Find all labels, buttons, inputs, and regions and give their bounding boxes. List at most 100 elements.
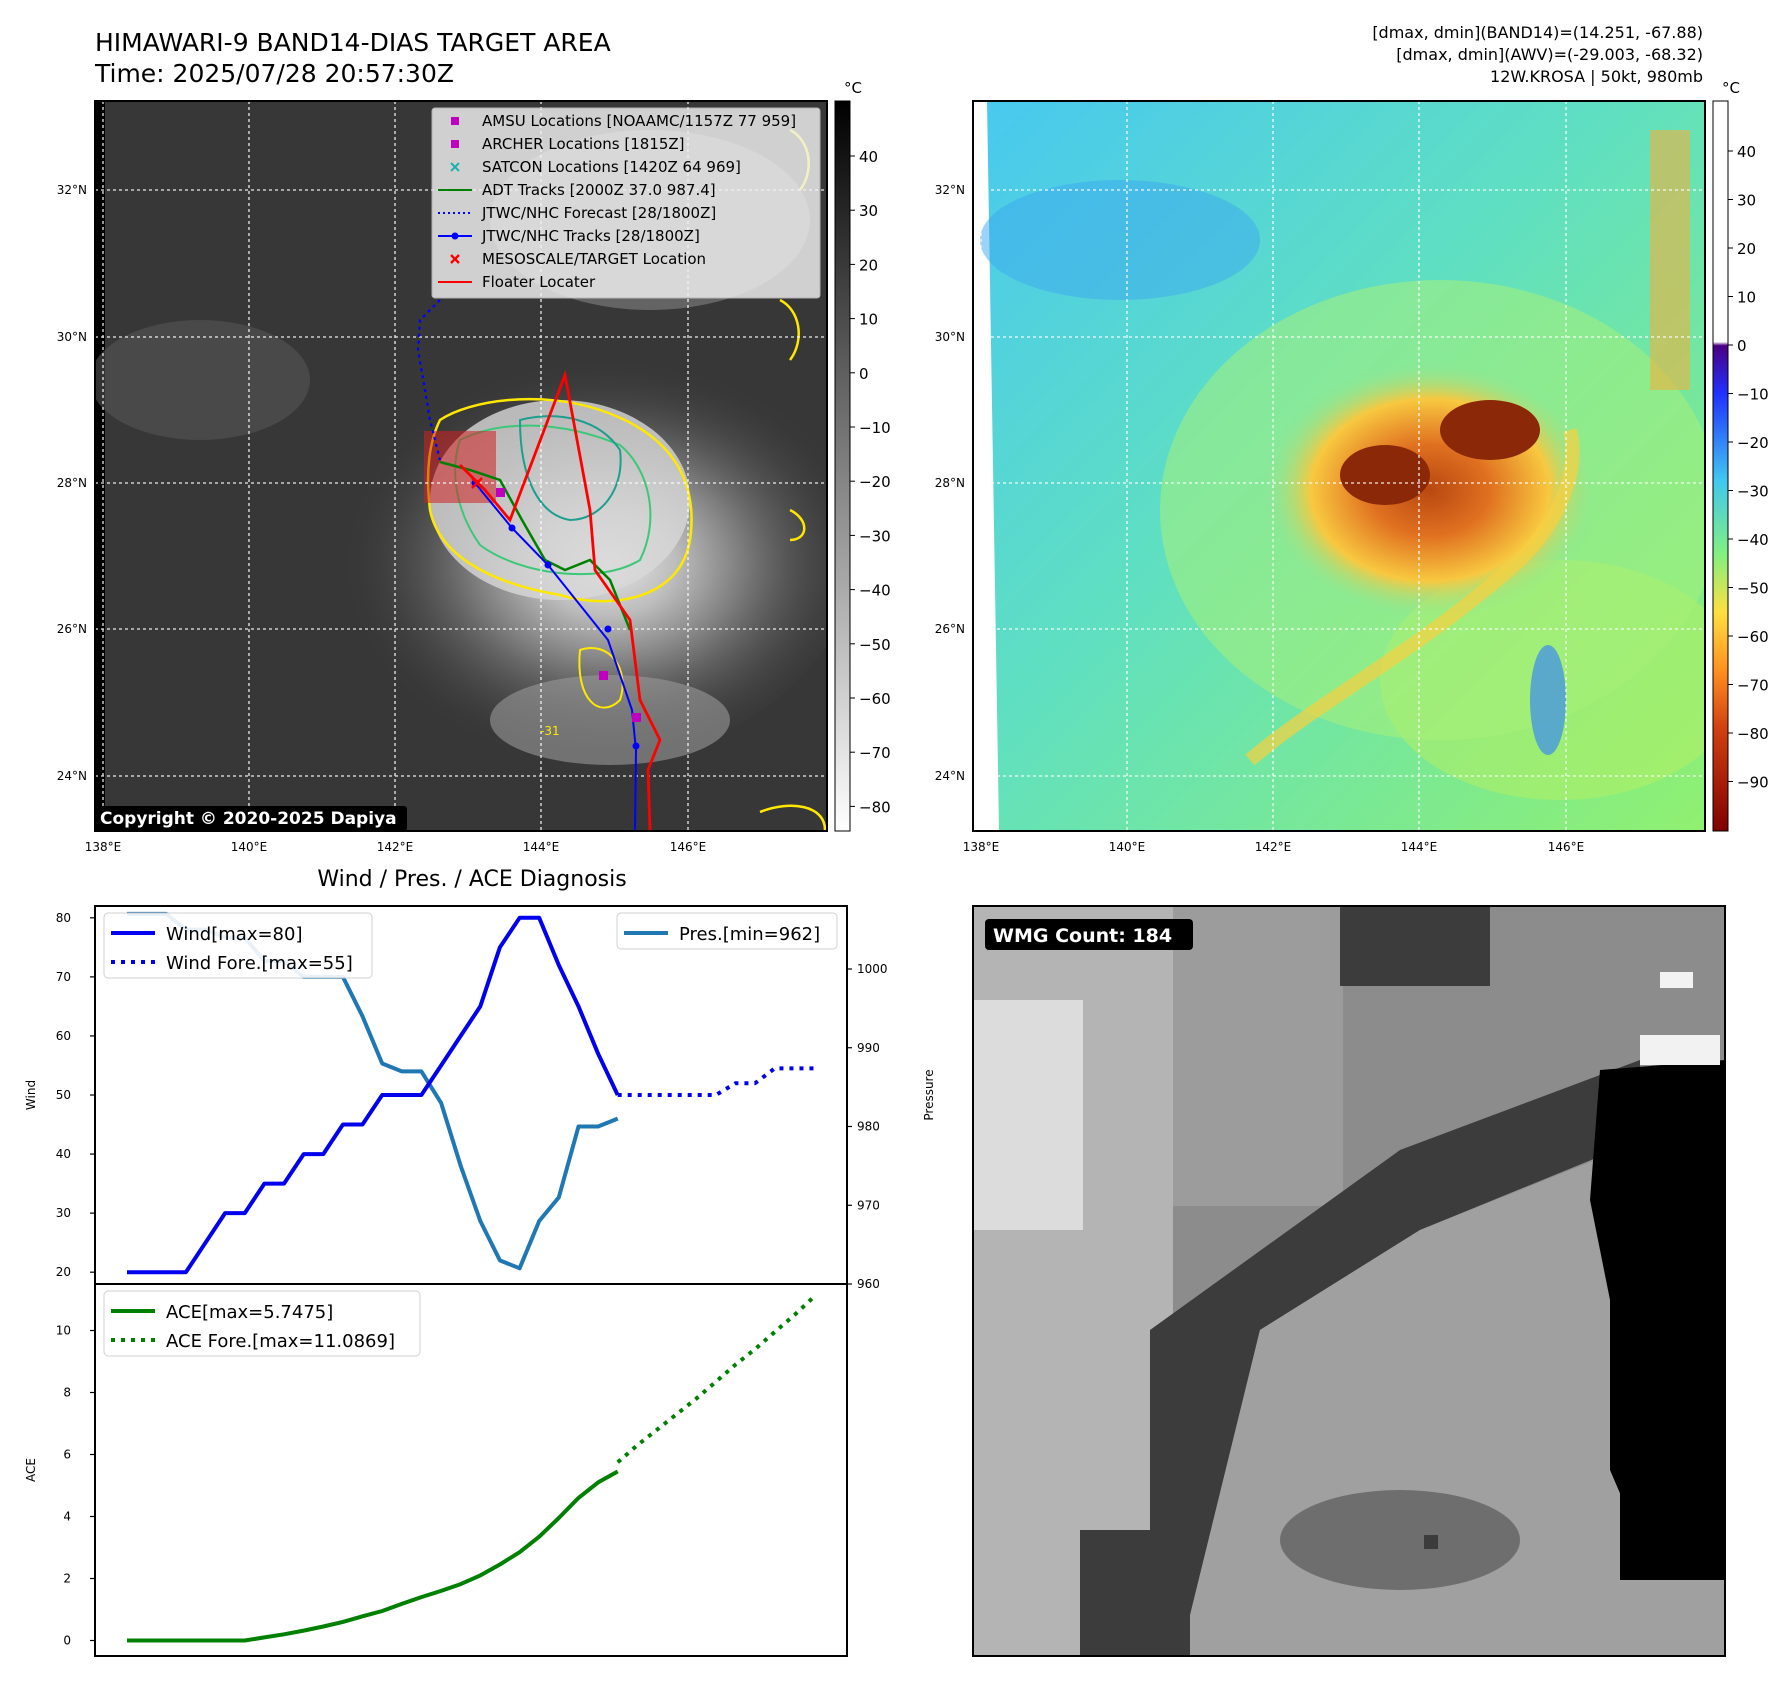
legend-forecast-label: JTWC/NHC Forecast [28/1800Z] (481, 204, 716, 222)
colorbar-tick-label: −70 (1737, 677, 1769, 695)
legend-amsu-label: AMSU Locations [NOAAMC/1157Z 77 959] (482, 112, 796, 130)
ir-lat-30: 30°N (57, 330, 87, 344)
wind-axis-label: Wind (24, 1080, 38, 1110)
awv-colorbar-unit: °C (1722, 79, 1740, 97)
awv-gridlines (973, 101, 1705, 831)
axis-tick-label: 50 (56, 1088, 71, 1102)
colorbar-tick-label: 30 (859, 202, 878, 220)
axis-tick-label: 8 (63, 1386, 71, 1400)
colorbar-tick-label: −80 (859, 798, 891, 816)
ir-lon-144: 144°E (523, 840, 560, 854)
axis-tick-label: 70 (56, 970, 71, 984)
chart-title: Wind / Pres. / ACE Diagnosis (317, 867, 626, 892)
colorbar-tick-label: −90 (1737, 774, 1769, 792)
wmg-panel: WMG Count: 184 (972, 905, 1726, 1657)
awv-lat-ticks: 32°N 30°N 28°N 26°N 24°N (935, 183, 965, 783)
awv-lon-138: 138°E (963, 840, 1000, 854)
copyright-badge: Copyright © 2020-2025 Dapiya (95, 806, 407, 831)
ace-legend: ACE[max=5.7475] ACE Fore.[max=11.0869] (103, 1290, 421, 1357)
legend-ace-forecast-label: ACE Fore.[max=11.0869] (166, 1331, 395, 1352)
ir-lon-ticks: 138°E 140°E 142°E 144°E 146°E (85, 840, 707, 854)
contour-green (454, 424, 652, 576)
axis-tick-label: 990 (857, 1041, 880, 1055)
axis-tick-label: 4 (63, 1510, 71, 1524)
ace-line (127, 1469, 619, 1643)
colorbar-tick-label: 40 (859, 148, 878, 166)
axis-tick-label: 40 (56, 1147, 71, 1161)
pressure-legend: Pres.[min=962] (616, 912, 838, 950)
ace-axes: 0 2 4 6 8 10 ACE ACE[max=5.7475] ACE Fore.[ma… (24, 1283, 848, 1657)
awv-colorbar: °C 40 30 20 10 0 −10 −20 −30 −40 −50 −60 −70 −80 −90 (1712, 79, 1769, 832)
awv-lat-28: 28°N (935, 476, 965, 490)
stats-band14: [dmax, dmin](BAND14)=(14.251, -67.88) (1372, 23, 1703, 42)
colorbar-tick-label: −10 (859, 419, 891, 437)
legend-satcon-marker (450, 162, 460, 172)
awv-lat-24: 24°N (935, 769, 965, 783)
axis-tick-label: 30 (56, 1206, 71, 1220)
axis-tick-label: 2 (63, 1572, 71, 1586)
awv-lon-144: 144°E (1401, 840, 1438, 854)
copyright-text: Copyright © 2020-2025 Dapiya (100, 809, 397, 829)
legend-wind-forecast-label: Wind Fore.[max=55] (166, 953, 353, 974)
awv-no-data-strip (973, 101, 999, 831)
wmg-badge (985, 919, 1193, 950)
wmg-black-region (1590, 1060, 1725, 1540)
wmg-count: WMG Count: 184 (993, 925, 1172, 947)
contour-teal (518, 415, 622, 522)
colorbar-tick-label: −80 (1737, 725, 1769, 743)
legend-wind-label: Wind[max=80] (166, 924, 303, 945)
awv-map-panel: 32°N 30°N 28°N 26°N 24°N 138°E 140°E 142… (935, 79, 1769, 854)
colorbar-tick-label: 0 (859, 365, 869, 383)
legend-floater-label: Floater Locater (482, 273, 596, 291)
ir-legend: AMSU Locations [NOAAMC/1157Z 77 959] ARC… (431, 107, 821, 299)
axis-tick-label: 20 (56, 1265, 71, 1279)
legend-tracks-label: JTWC/NHC Tracks [28/1800Z] (481, 227, 700, 245)
colorbar-tick-label: −60 (1737, 628, 1769, 646)
ir-lon-146: 146°E (670, 840, 707, 854)
axis-tick-label: 980 (857, 1120, 880, 1134)
ir-lat-28: 28°N (57, 476, 87, 490)
stats-storm: 12W.KROSA | 50kt, 980mb (1490, 67, 1703, 86)
figure-time: Time: 2025/07/28 20:57:30Z (94, 59, 454, 88)
colorbar-tick-label: 10 (1737, 289, 1756, 307)
axis-tick-label: 1000 (857, 962, 888, 976)
awv-lat-26: 26°N (935, 622, 965, 636)
wmg-dark-band (1150, 1060, 1640, 1656)
legend-target-label: MESOSCALE/TARGET Location (482, 250, 706, 268)
wind-pressure-axes: 20 30 40 50 60 70 80 960 970 980 990 1000 Wind Pre… (24, 905, 936, 1291)
axis-tick-label: 960 (857, 1277, 880, 1291)
colorbar-tick-label: −30 (1737, 483, 1769, 501)
forecast-track (416, 299, 442, 461)
axis-tick-label: 80 (56, 911, 71, 925)
awv-lat-32: 32°N (935, 183, 965, 197)
axis-tick-label: 10 (56, 1324, 71, 1338)
ir-lat-26: 26°N (57, 622, 87, 636)
colorbar-tick-label: −30 (859, 527, 891, 545)
awv-lat-30: 30°N (935, 330, 965, 344)
diagnosis-chart: Wind / Pres. / ACE Diagnosis 20304050607… (24, 867, 936, 1657)
colorbar-tick-label: −60 (859, 690, 891, 708)
figure-title: HIMAWARI-9 BAND14-DIAS TARGET AREA (95, 28, 611, 57)
colorbar-tick-label: 40 (1737, 143, 1756, 161)
awv-lon-ticks: 138°E 140°E 142°E 144°E 146°E (963, 840, 1585, 854)
awv-lon-146: 146°E (1548, 840, 1585, 854)
awv-storm-core (1260, 360, 1600, 620)
ir-colorbar-unit: °C (844, 79, 862, 97)
colorbar-tick-label: −20 (859, 473, 891, 491)
colorbar-tick-label: −50 (1737, 580, 1769, 598)
colorbar-tick-label: 0 (1737, 337, 1747, 355)
best-track-points (471, 479, 640, 750)
stats-awv: [dmax, dmin](AWV)=(-29.003, -68.32) (1396, 45, 1703, 64)
axis-tick-label: 6 (63, 1448, 71, 1462)
ace-forecast-line (616, 1295, 816, 1464)
legend-ace-label: ACE[max=5.7475] (166, 1302, 333, 1323)
ace-axis-label: ACE (24, 1458, 38, 1482)
legend-archer-marker (451, 140, 459, 148)
awv-lon-140: 140°E (1109, 840, 1146, 854)
ir-lon-138: 138°E (85, 840, 122, 854)
ir-lon-142: 142°E (377, 840, 414, 854)
ir-lon-140: 140°E (231, 840, 268, 854)
awv-lon-142: 142°E (1255, 840, 1292, 854)
legend-archer-label: ARCHER Locations [1815Z] (482, 135, 685, 153)
